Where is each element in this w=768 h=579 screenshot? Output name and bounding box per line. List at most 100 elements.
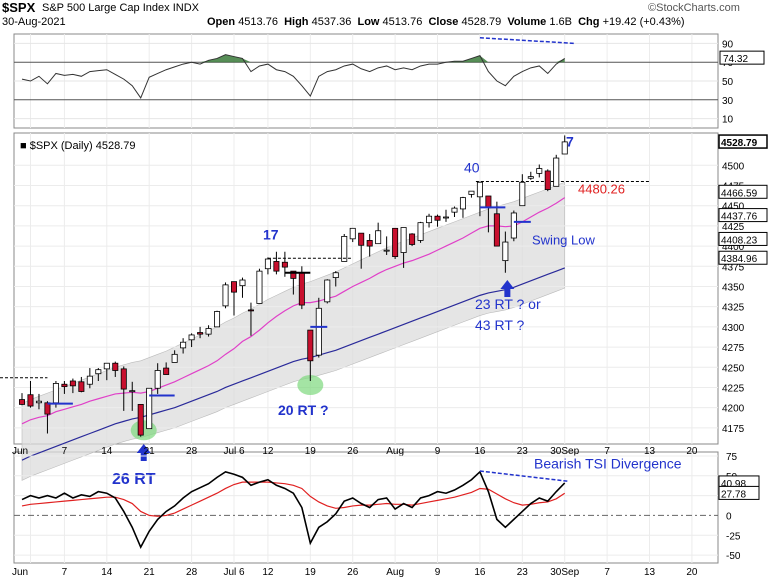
- price-x-tick-label: 14: [101, 446, 113, 457]
- candle-body: [485, 195, 492, 208]
- annotation-swing-low: Swing Low: [532, 232, 595, 247]
- candle-body: [307, 329, 314, 362]
- candle-body: [442, 216, 449, 219]
- candle-body: [502, 241, 509, 262]
- candle-body: [86, 375, 93, 385]
- price-tick-label: 4450: [722, 202, 745, 213]
- chart-date: 30-Aug-2021: [2, 16, 66, 28]
- price-x-tick-label: Jun: [12, 446, 28, 457]
- tsi-x-tick-label: 12: [262, 567, 274, 578]
- candle-body: [553, 157, 560, 187]
- candle-body: [273, 261, 280, 272]
- price-x-tick-label: 21: [144, 446, 156, 457]
- candle-body: [69, 380, 76, 387]
- rsi-tick-label: 30: [722, 96, 734, 107]
- price-x-tick-label: 26: [347, 446, 359, 457]
- annotation-23-rt: 23 RT ? or: [475, 296, 541, 312]
- candle-body: [61, 383, 68, 388]
- source-watermark: ©StockCharts.com: [648, 2, 740, 14]
- candle-body: [468, 190, 475, 195]
- price-tick-label: 4400: [722, 242, 745, 253]
- price-tick-label: 4200: [722, 404, 745, 415]
- tsi-tick-label: -25: [726, 531, 741, 542]
- candle-body: [247, 309, 254, 312]
- candle-body: [519, 181, 526, 207]
- candle-body: [341, 235, 348, 262]
- rsi-line: [21, 54, 565, 99]
- tsi-x-tick-label: 7: [604, 567, 610, 578]
- tsi-panel: [13, 451, 719, 564]
- tsi-value-box: [718, 485, 760, 500]
- price-x-tick-label: 30Sep: [550, 446, 579, 457]
- tsi-tick-label: 0: [726, 511, 732, 522]
- tsi-divergence-line: [479, 470, 569, 483]
- tsi-x-tick-label: 28: [186, 567, 198, 578]
- candle-body: [256, 270, 263, 304]
- index-name: S&P 500 Large Cap Index INDX: [42, 2, 199, 14]
- candle-body: [180, 341, 187, 349]
- tsi-line: [21, 470, 566, 549]
- candle-body: [120, 368, 127, 390]
- price-x-tick-label: 16: [474, 446, 486, 457]
- candle-body: [78, 381, 85, 392]
- price-x-tick-label: 13: [644, 446, 656, 457]
- candle-body: [146, 387, 153, 430]
- tsi-x-tick-label: 14: [101, 567, 113, 578]
- rsi-tick-label: 90: [722, 39, 734, 50]
- candle-body: [27, 394, 34, 407]
- tsi-x-tick-label: Aug: [386, 567, 404, 578]
- price-x-tick-label: 7: [62, 446, 68, 457]
- candle-body: [392, 227, 399, 257]
- price-x-tick-label: 19: [305, 446, 317, 457]
- price-tick-label: 4425: [722, 222, 745, 233]
- price-x-tick-label: 23: [517, 446, 529, 457]
- candle-body: [409, 233, 416, 245]
- price-value-box: [718, 184, 768, 199]
- tsi-x-tick-label: 7: [62, 567, 68, 578]
- price-tick-label: 4350: [722, 282, 745, 293]
- candle-body: [561, 141, 568, 155]
- candle-body: [493, 213, 500, 247]
- annotation-tsi-divergence: Bearish TSI Divergence: [534, 456, 682, 472]
- price-tick-label: 4175: [722, 424, 745, 435]
- rsi-value-label: 74.32: [723, 54, 748, 65]
- candle-body: [239, 279, 246, 287]
- price-value-label: 4384.96: [721, 254, 758, 265]
- price-value-box: [718, 208, 768, 223]
- tsi-x-tick-label: 16: [474, 567, 486, 578]
- candle-body: [527, 176, 534, 179]
- candle-body: [426, 215, 433, 224]
- candle-body: [375, 230, 382, 245]
- annotation-40: 40: [464, 160, 480, 176]
- price-tick-label: 4225: [722, 383, 745, 394]
- tsi-value-label: 27.78: [721, 489, 746, 500]
- price-value-label: 4437.76: [721, 212, 758, 223]
- annotation-17: 17: [263, 227, 279, 243]
- candle-body: [324, 279, 331, 303]
- tsi-value-label: 40.98: [721, 479, 746, 490]
- candle-body: [264, 258, 271, 270]
- candle-body: [544, 170, 551, 190]
- tsi-x-tick-label: 23: [517, 567, 529, 578]
- candle-body: [112, 362, 119, 371]
- tsi-tick-label: -50: [726, 551, 741, 562]
- candle-body: [171, 353, 178, 363]
- candle-body: [103, 362, 110, 370]
- candle-body: [197, 332, 204, 335]
- candle-body: [18, 399, 25, 405]
- candle-body: [400, 227, 407, 253]
- candle-body: [95, 369, 102, 375]
- price-value-box: [718, 134, 768, 149]
- annotation-7: 7: [566, 134, 574, 150]
- price-x-tick-label: 7: [604, 446, 610, 457]
- candle-body: [349, 227, 356, 240]
- tsi-x-tick-label: 13: [644, 567, 656, 578]
- low-highlight-circle: [297, 375, 324, 396]
- price-x-tick-label: Jul 6: [223, 446, 245, 457]
- candle-body: [536, 168, 543, 174]
- price-tick-label: 4300: [722, 323, 745, 334]
- price-tick-label: 4375: [722, 262, 745, 273]
- tsi-x-tick-label: 20: [686, 567, 698, 578]
- price-x-tick-label: 20: [686, 446, 698, 457]
